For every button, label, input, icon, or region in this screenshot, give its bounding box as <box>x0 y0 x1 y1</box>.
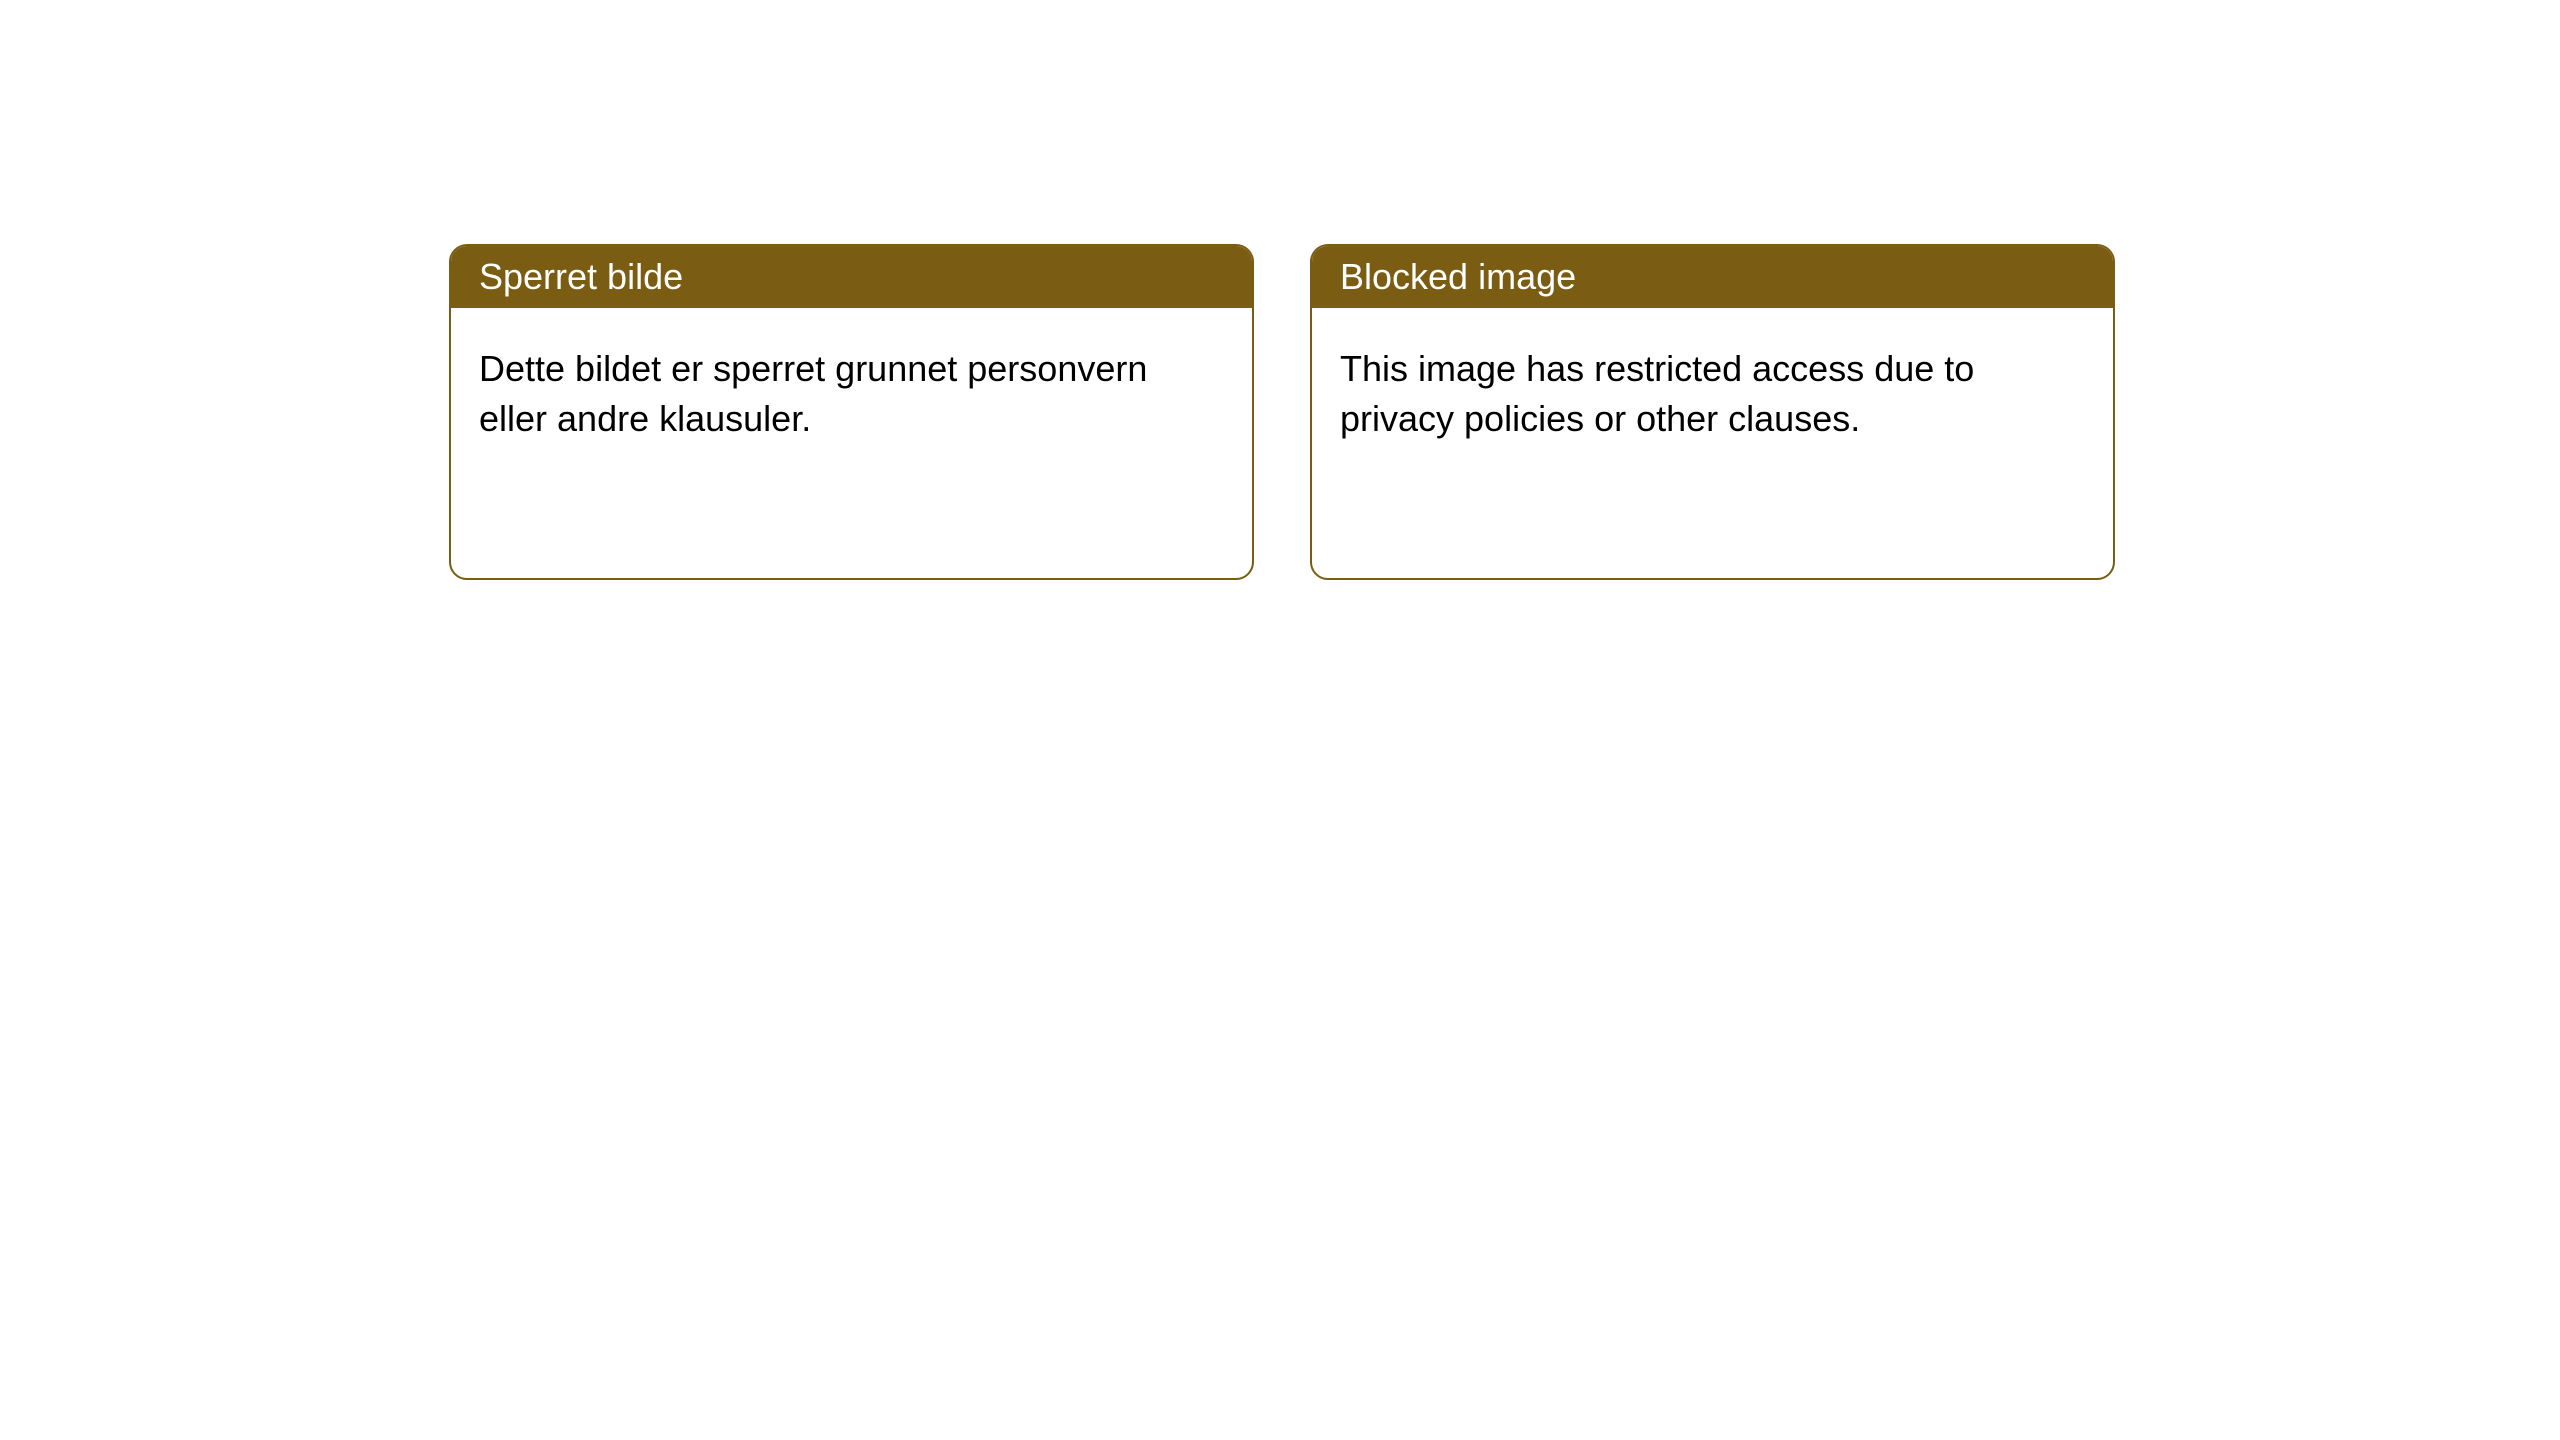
notice-header: Blocked image <box>1312 246 2113 308</box>
notice-box-norwegian: Sperret bilde Dette bildet er sperret gr… <box>449 244 1254 580</box>
notice-container: Sperret bilde Dette bildet er sperret gr… <box>0 0 2560 580</box>
notice-header: Sperret bilde <box>451 246 1252 308</box>
notice-body: This image has restricted access due to … <box>1312 308 2113 578</box>
notice-box-english: Blocked image This image has restricted … <box>1310 244 2115 580</box>
notice-body: Dette bildet er sperret grunnet personve… <box>451 308 1252 578</box>
